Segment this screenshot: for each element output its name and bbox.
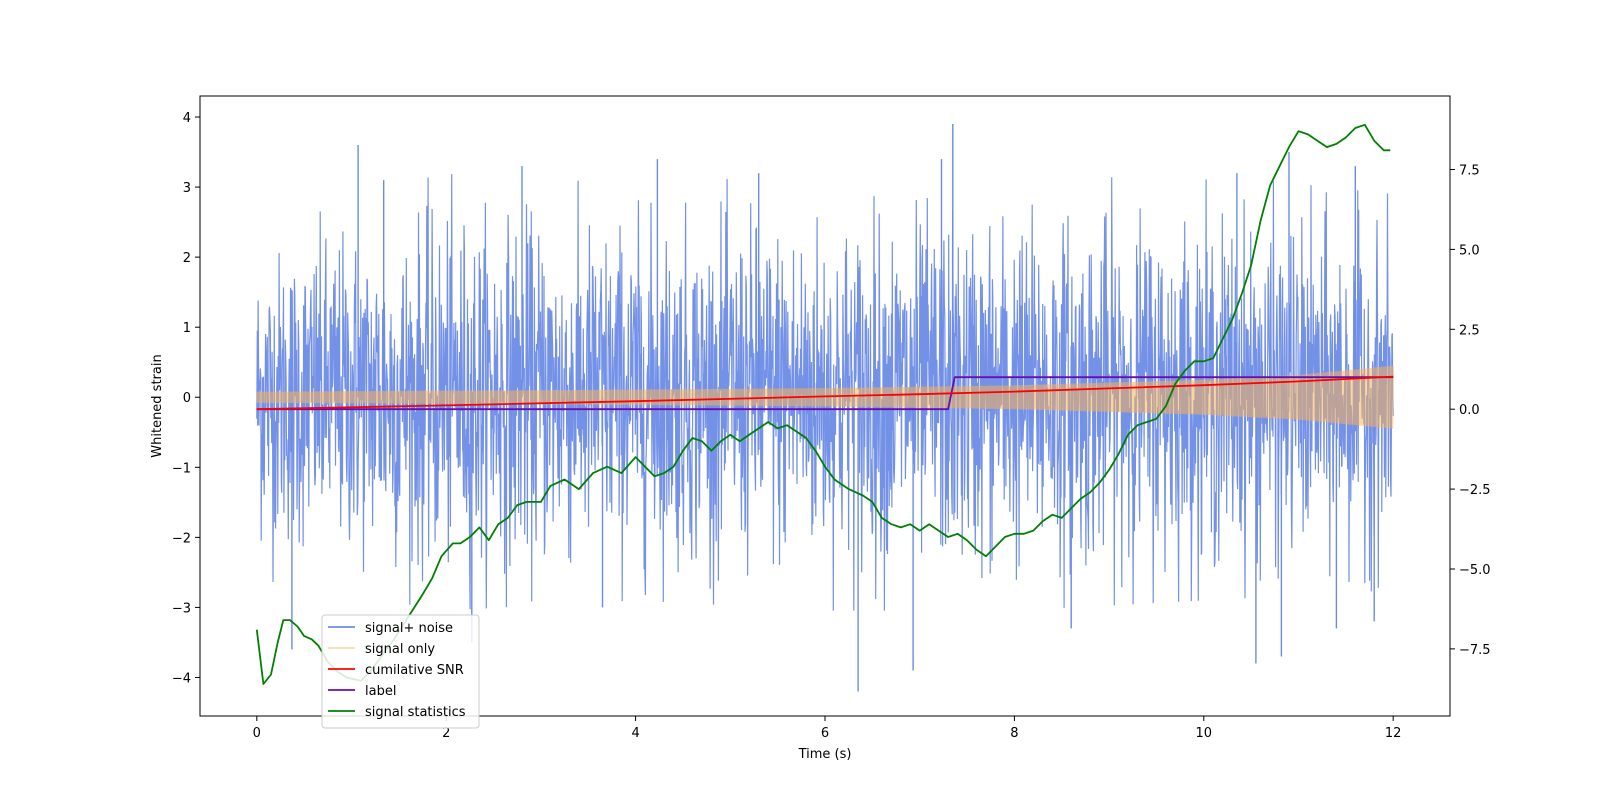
y2-tick-label: 5.0 (1459, 243, 1480, 258)
y-axis-left: 4 3 2 1 0 −1 −2 −3 −4 (172, 111, 200, 686)
y-tick-label: 2 (183, 251, 191, 266)
y2-tick-label: −7.5 (1459, 643, 1491, 658)
y2-tick-label: −5.0 (1459, 563, 1491, 578)
legend-label: signal+ noise (365, 621, 453, 636)
series-signal-only (256, 365, 1394, 429)
x-tick-label: 6 (821, 726, 829, 741)
series-signal-statistics-line (255, 123, 1391, 685)
legend-item: signal+ noise (328, 621, 453, 636)
y-tick-label: 0 (183, 391, 191, 406)
y-tick-label: −1 (172, 461, 191, 476)
x-tick-label: 8 (1010, 726, 1018, 741)
legend: signal+ noise signal only cumilative SNR la… (321, 614, 480, 729)
y2-tick-label: 0.0 (1459, 403, 1480, 418)
y2-tick-label: 7.5 (1459, 164, 1480, 179)
series-signal-noise (256, 124, 1394, 692)
legend-label: signal only (365, 642, 435, 657)
x-tick-label: 0 (253, 726, 261, 741)
y2-tick-label: 2.5 (1459, 323, 1480, 338)
y-tick-label: 3 (183, 181, 191, 196)
legend-label: label (365, 684, 396, 699)
signal-noise-line (256, 174, 1394, 611)
legend-item: signal only (328, 642, 435, 657)
y-tick-label: −4 (172, 671, 191, 686)
x-tick-label: 2 (442, 726, 450, 741)
x-tick-label: 4 (631, 726, 639, 741)
series-cumilative-snr-line (256, 375, 1394, 411)
legend-item: label (328, 684, 396, 699)
y-tick-label: −2 (172, 531, 191, 546)
x-axis-label: Time (s) (798, 747, 852, 762)
y-axis-label: Whitened strain (150, 354, 165, 457)
y-axis-right: 7.5 5.0 2.5 0.0 −2.5 −5.0 −7.5 (1450, 164, 1491, 658)
y-tick-label: 4 (183, 111, 191, 126)
plot-area (199, 95, 1451, 717)
series-layer (255, 123, 1394, 692)
y-tick-label: 1 (183, 321, 191, 336)
legend-label: signal statistics (365, 705, 466, 720)
legend-item: cumilative SNR (328, 663, 464, 678)
y2-tick-label: −2.5 (1459, 483, 1491, 498)
legend-box (321, 614, 480, 729)
y-tick-label: −3 (172, 601, 191, 616)
legend-label: cumilative SNR (365, 663, 464, 678)
x-tick-label: 12 (1385, 726, 1402, 741)
signal-only-line (256, 365, 1394, 429)
x-tick-label: 10 (1196, 726, 1213, 741)
x-axis: 0 2 4 6 8 10 12 (253, 716, 1402, 741)
legend-item: signal statistics (328, 705, 466, 720)
